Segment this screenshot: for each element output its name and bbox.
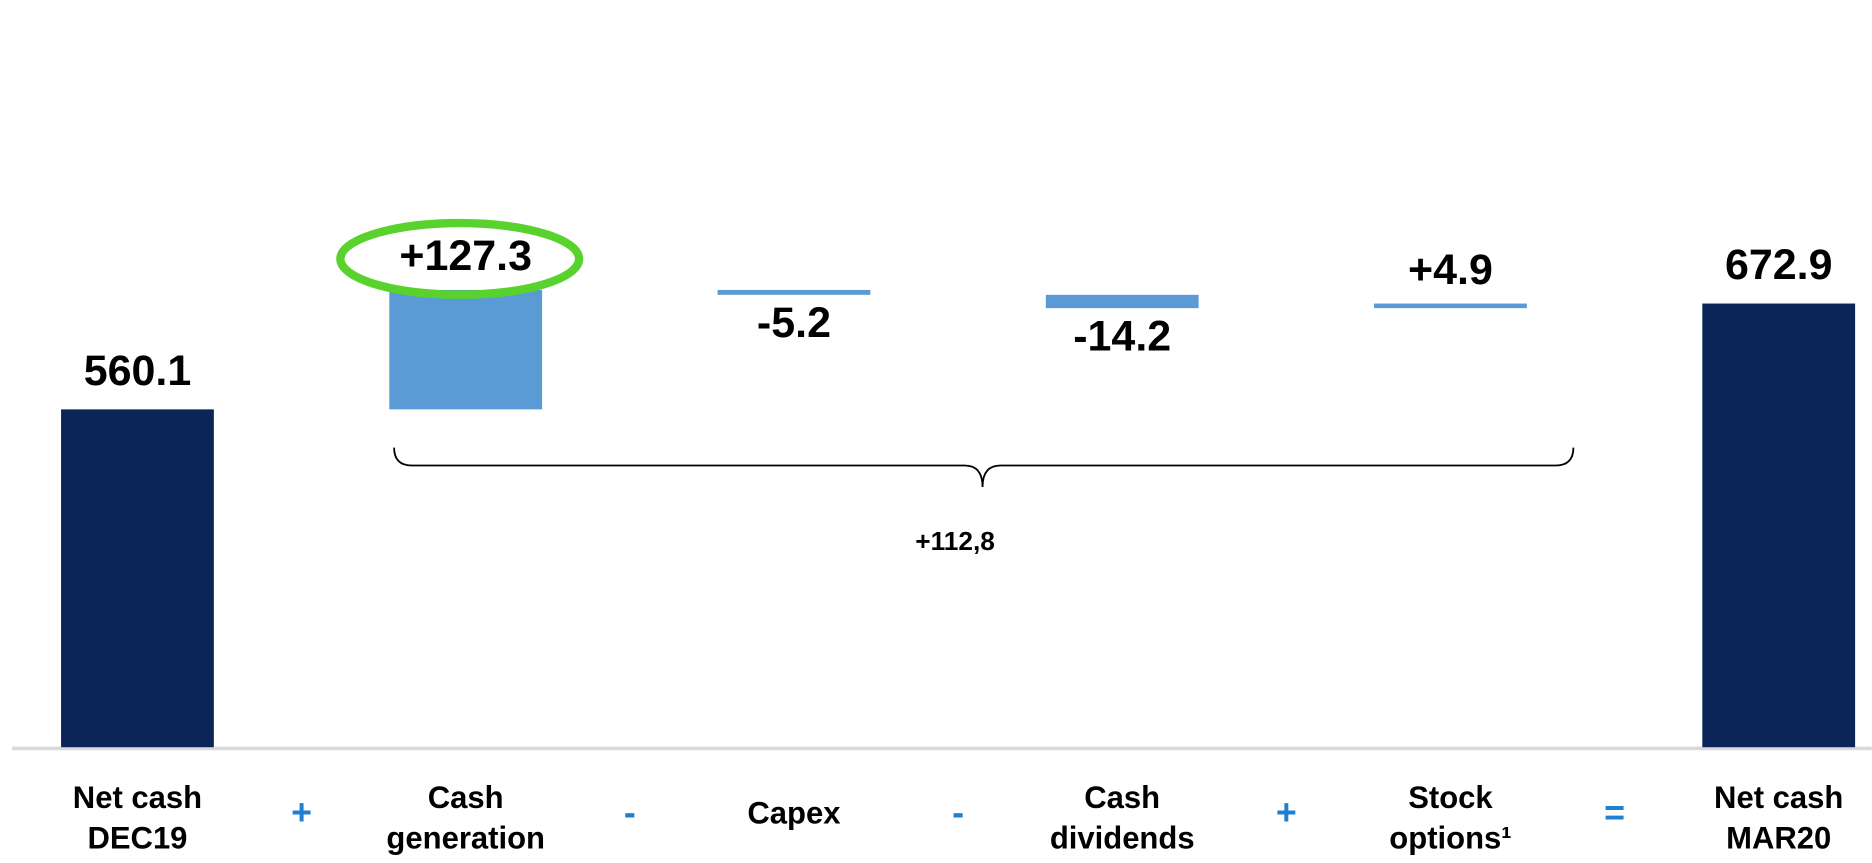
operator: - xyxy=(624,793,636,833)
x-tick-label: Cash xyxy=(428,780,504,815)
operator: + xyxy=(1276,793,1297,833)
value-label: 560.1 xyxy=(84,347,192,395)
x-tick-label: Cash xyxy=(1084,780,1160,815)
brace xyxy=(393,447,1575,488)
bar xyxy=(1374,303,1527,309)
x-tick-label: generation xyxy=(386,821,545,856)
value-label: +127.3 xyxy=(399,232,532,280)
x-tick-label: Stock xyxy=(1408,780,1493,815)
x-tick-label: Net cash xyxy=(73,780,202,815)
x-tick-label: options¹ xyxy=(1389,821,1511,856)
highlight-ring xyxy=(336,218,584,299)
bar xyxy=(1045,294,1199,309)
x-tick-label: MAR20 xyxy=(1726,821,1831,856)
bar xyxy=(61,409,214,748)
operator: + xyxy=(291,793,312,833)
x-tick-label: DEC19 xyxy=(87,821,187,856)
value-label: +4.9 xyxy=(1408,246,1493,294)
bar xyxy=(1702,303,1856,748)
bar xyxy=(717,289,871,295)
value-label: 672.9 xyxy=(1725,241,1833,289)
x-tick-label: dividends xyxy=(1050,821,1195,856)
value-label: -5.2 xyxy=(757,299,831,347)
x-tick-label: Capex xyxy=(747,795,841,830)
brace-label: +112,8 xyxy=(915,526,995,556)
value-label: -14.2 xyxy=(1073,313,1171,361)
operator: = xyxy=(1604,793,1625,833)
operator: - xyxy=(952,793,964,833)
x-tick-label: Net cash xyxy=(1714,780,1843,815)
bar xyxy=(389,289,543,410)
